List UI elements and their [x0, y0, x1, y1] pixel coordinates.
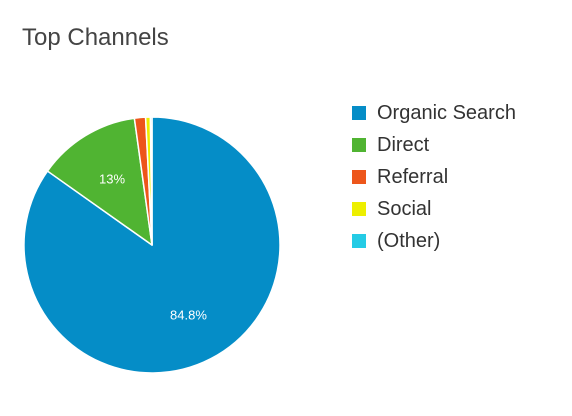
chart-title: Top Channels [22, 24, 169, 51]
legend-swatch [352, 202, 366, 216]
legend-label: Direct [377, 133, 430, 156]
legend-item-organic-search[interactable]: Organic Search [352, 97, 516, 129]
legend-item-referral[interactable]: Referral [352, 161, 516, 193]
legend-swatch [352, 170, 366, 184]
legend-swatch [352, 234, 366, 248]
chart-legend: Organic Search Direct Referral Social (Other… [352, 97, 516, 257]
legend-swatch [352, 138, 366, 152]
pie-chart: 84.8% 13% [23, 116, 281, 374]
legend-item-social[interactable]: Social [352, 193, 516, 225]
pie-slice-direct[interactable] [46, 117, 153, 246]
legend-label: Social [377, 197, 432, 220]
legend-label: Referral [377, 165, 449, 188]
legend-swatch [352, 106, 366, 120]
data-label-direct: 13% [99, 171, 125, 186]
legend-label: (Other) [377, 229, 441, 252]
data-label-organic-search: 84.8% [170, 307, 207, 322]
legend-label: Organic Search [377, 101, 516, 124]
pie-slice-other[interactable] [149, 116, 153, 246]
legend-item-other[interactable]: (Other) [352, 225, 516, 257]
legend-item-direct[interactable]: Direct [352, 129, 516, 161]
